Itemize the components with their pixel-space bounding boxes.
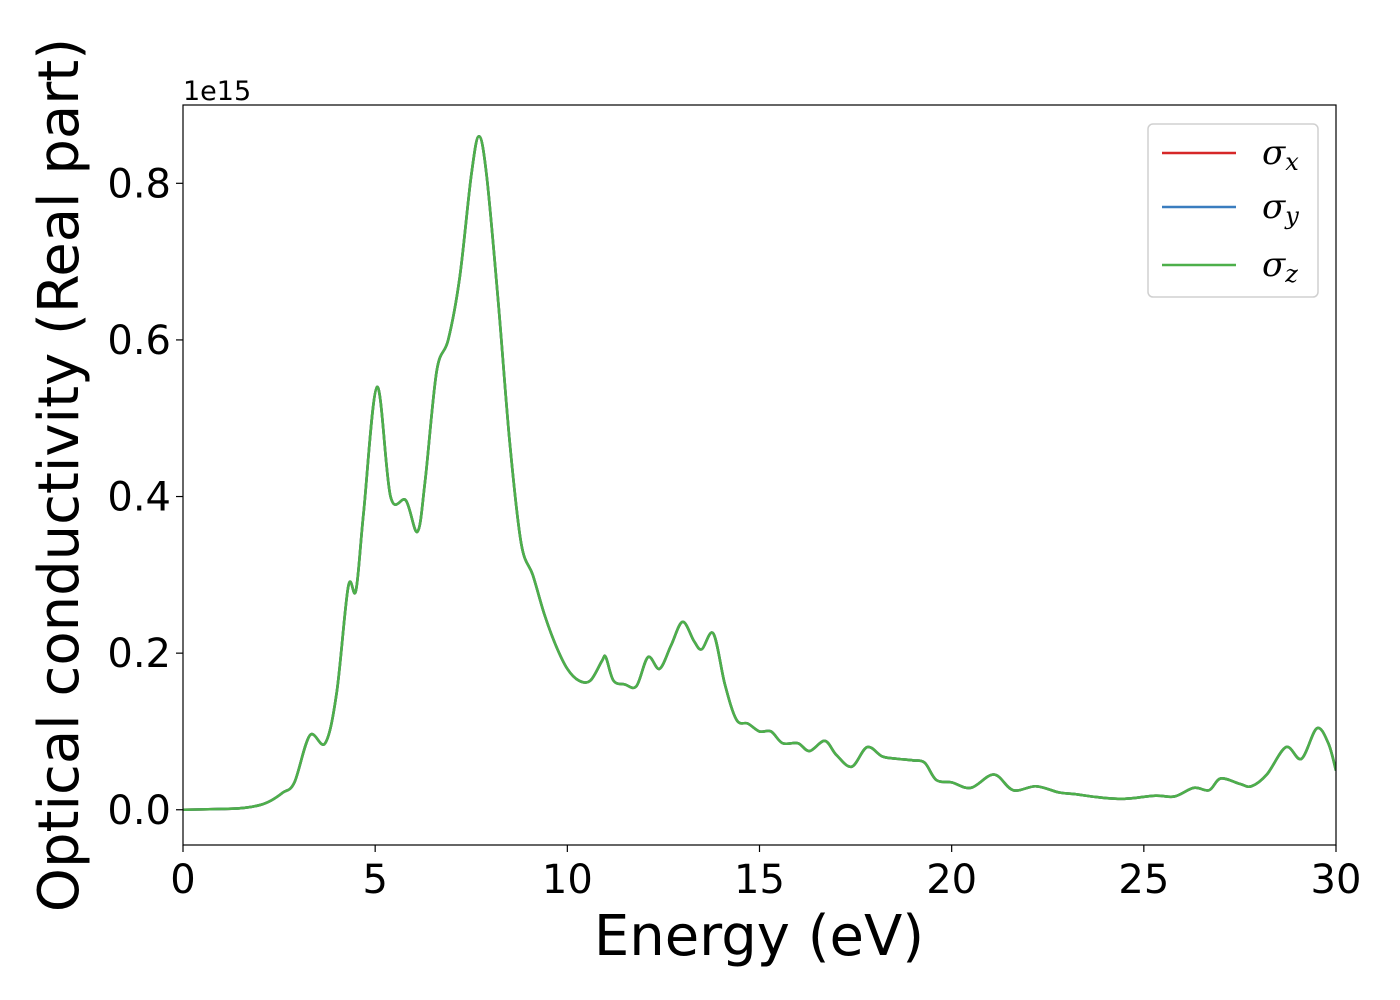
legend-box — [1147, 123, 1319, 298]
legend-label: σz — [1262, 245, 1298, 288]
x-tick-label: 20 — [926, 857, 977, 903]
x-tick-label: 15 — [734, 857, 785, 903]
legend-label: σy — [1262, 187, 1299, 230]
x-tick-label: 25 — [1118, 857, 1169, 903]
x-axis-title: Energy (eV) — [594, 904, 924, 969]
legend-entry-sigma-x: σx — [1162, 133, 1299, 176]
y-axis-title: Optical conductivity (Real part) — [27, 38, 92, 912]
y-tick-label: 0.0 — [107, 788, 171, 834]
x-tick-label: 5 — [362, 857, 387, 903]
legend-entry-sigma-z: σz — [1162, 245, 1298, 288]
y-axis-ticks: 0.0 0.2 0.4 0.6 0.8 — [107, 161, 183, 834]
legend-entry-sigma-y: σy — [1162, 187, 1299, 230]
y-tick-label: 0.8 — [107, 161, 171, 207]
x-tick-label: 0 — [170, 857, 195, 903]
series-group — [183, 135, 1336, 812]
y-offset-label: 1e15 — [183, 76, 251, 107]
x-axis-ticks: 0 5 10 15 20 25 30 — [170, 845, 1361, 903]
x-tick-label: 30 — [1311, 857, 1362, 903]
y-tick-label: 0.2 — [107, 631, 171, 677]
x-tick-label: 10 — [542, 857, 593, 903]
legend: σx σy σz — [1147, 123, 1319, 298]
y-tick-label: 0.6 — [107, 318, 171, 364]
legend-label: σx — [1262, 133, 1299, 176]
y-tick-label: 0.4 — [107, 475, 171, 521]
series-line-sigma-z — [183, 135, 1336, 812]
